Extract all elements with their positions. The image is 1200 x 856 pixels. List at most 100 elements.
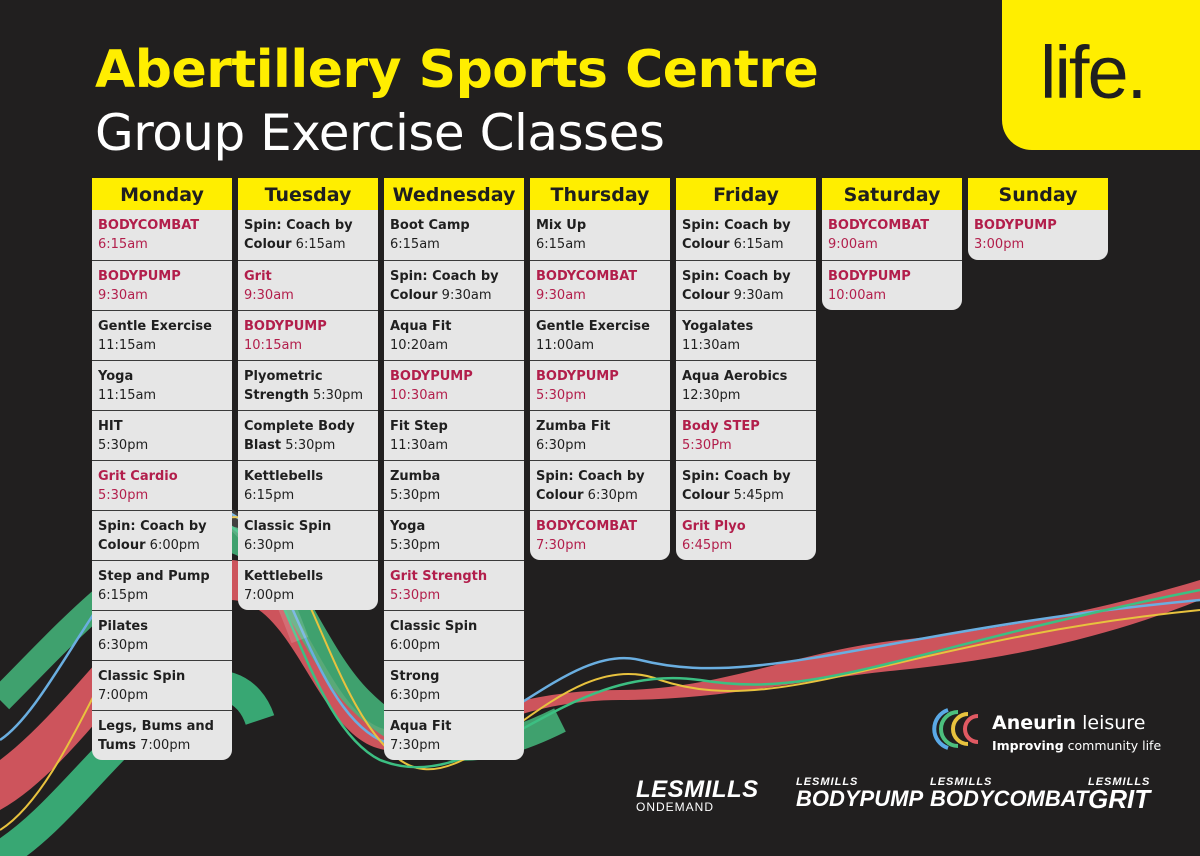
class-entry: Step and Pump 6:15pm [92,560,232,610]
class-time: 5:30pm [98,438,149,453]
class-time: 10:15am [244,338,303,353]
class-time: 5:30pm [98,488,149,503]
page-title: Abertillery Sports Centre [95,40,819,100]
class-name: Gentle Exercise [98,319,212,334]
class-entry: Kettlebells 7:00pm [238,560,378,610]
class-entry: Zumba Fit 6:30pm [530,410,670,460]
class-entry: BODYPUMP 10:30am [384,360,524,410]
lesmills-bodypump-logo: LESMILLS BODYPUMP [796,776,924,811]
class-time: 6:30pm [390,688,441,703]
class-entry: Spin: Coach by Colour 9:30am [384,260,524,310]
class-entry: Spin: Coach by Colour 6:15am [676,210,816,260]
class-name: BODYCOMBAT [828,218,930,233]
class-name: Mix Up [536,218,587,233]
class-name: BODYPUMP [536,369,619,384]
class-entry: Plyometric Strength 5:30pm [238,360,378,410]
class-time: 6:30pm [536,438,587,453]
class-entry: Aqua Fit 10:20am [384,310,524,360]
class-entry: Kettlebells 6:15pm [238,460,378,510]
class-entry: Body STEP 5:30Pm [676,410,816,460]
class-entry: Spin: Coach by Colour 6:00pm [92,510,232,560]
class-time: 10:30am [390,388,449,403]
class-entry: BODYPUMP 9:30am [92,260,232,310]
class-name: BODYPUMP [974,218,1057,233]
class-name: Spin: Coach by Colour [682,218,791,252]
class-entry: Gentle Exercise 11:00am [530,310,670,360]
class-entry: Spin: Coach by Colour 6:30pm [530,460,670,510]
class-name: Complete Body Blast [244,419,355,453]
class-name: Spin: Coach by Colour [536,469,645,503]
class-time: 9:30am [244,288,294,303]
class-name: Yoga [390,519,426,534]
class-name: Zumba [390,469,441,484]
class-name: Yogalates [682,319,754,334]
aneurin-leisure-logo: Aneurin leisure Improving community life [930,702,1170,762]
class-time: 5:30pm [312,388,364,403]
class-time: 11:30am [682,338,741,353]
day-header: Thursday [530,178,670,210]
class-time: 7:00pm [140,738,191,753]
class-time: 6:30pm [587,488,638,503]
class-entry: BODYCOMBAT 7:30pm [530,510,670,560]
class-time: 7:30pm [536,538,587,553]
class-name: BODYPUMP [828,269,911,284]
class-entry: Grit Plyo 6:45pm [676,510,816,560]
class-time: 9:30am [98,288,148,303]
class-name: Step and Pump [98,569,210,584]
class-entry: Grit Strength 5:30pm [384,560,524,610]
class-name: Boot Camp [390,218,470,233]
class-name: Grit Strength [390,569,488,584]
class-name: BODYCOMBAT [98,218,200,233]
class-time: 6:15am [733,237,784,252]
class-name: BODYCOMBAT [536,519,638,534]
class-name: BODYPUMP [244,319,327,334]
class-name: Aqua Aerobics [682,369,788,384]
class-time: 5:30Pm [682,438,732,453]
day-classes: Spin: Coach by Colour 6:15am Grit 9:30am BO… [238,210,378,610]
class-name: BODYPUMP [390,369,473,384]
class-entry: Mix Up 6:15am [530,210,670,260]
class-name: Zumba Fit [536,419,611,434]
class-name: HIT [98,419,123,434]
class-name: Grit Cardio [98,469,178,484]
class-time: 6:30pm [98,638,149,653]
day-column-friday: Friday Spin: Coach by Colour 6:15am Spin: … [676,178,816,560]
class-time: 6:15am [536,237,586,252]
class-entry: BODYCOMBAT 9:30am [530,260,670,310]
class-name: Grit Plyo [682,519,746,534]
day-header: Tuesday [238,178,378,210]
class-name: Yoga [98,369,134,384]
class-entry: Yoga 5:30pm [384,510,524,560]
class-entry: Grit 9:30am [238,260,378,310]
aneurin-tagline: Improving community life [992,738,1162,753]
class-name: Kettlebells [244,469,324,484]
class-time: 5:30pm [390,538,441,553]
class-name: Classic Spin [390,619,478,634]
class-name: Kettlebells [244,569,324,584]
class-time: 6:15am [295,237,346,252]
day-classes: BODYPUMP 3:00pm [968,210,1108,260]
day-classes: BODYCOMBAT 6:15am BODYPUMP 9:30am Gentle Exe… [92,210,232,760]
lesmills-grit-logo: LESMILLS GRIT [1088,776,1151,814]
class-time: 6:15pm [244,488,295,503]
class-time: 9:30am [536,288,586,303]
class-time: 6:45pm [682,538,733,553]
class-name: Pilates [98,619,148,634]
class-time: 6:00pm [149,538,200,553]
day-header: Wednesday [384,178,524,210]
class-time: 5:30pm [390,488,441,503]
class-entry: Classic Spin 6:30pm [238,510,378,560]
class-name: BODYCOMBAT [536,269,638,284]
class-entry: Classic Spin 6:00pm [384,610,524,660]
class-time: 3:00pm [974,237,1025,252]
class-name: Aqua Fit [390,719,452,734]
class-time: 7:30pm [390,738,441,753]
class-entry: Spin: Coach by Colour 6:15am [238,210,378,260]
class-time: 10:20am [390,338,449,353]
day-column-thursday: Thursday Mix Up 6:15am BODYCOMBAT 9:30am Gent… [530,178,670,560]
day-column-saturday: Saturday BODYCOMBAT 9:00am BODYPUMP 10:00am [822,178,962,310]
day-column-sunday: Sunday BODYPUMP 3:00pm [968,178,1108,260]
class-time: 10:00am [828,288,887,303]
class-entry: Yoga 11:15am [92,360,232,410]
class-entry: Classic Spin 7:00pm [92,660,232,710]
